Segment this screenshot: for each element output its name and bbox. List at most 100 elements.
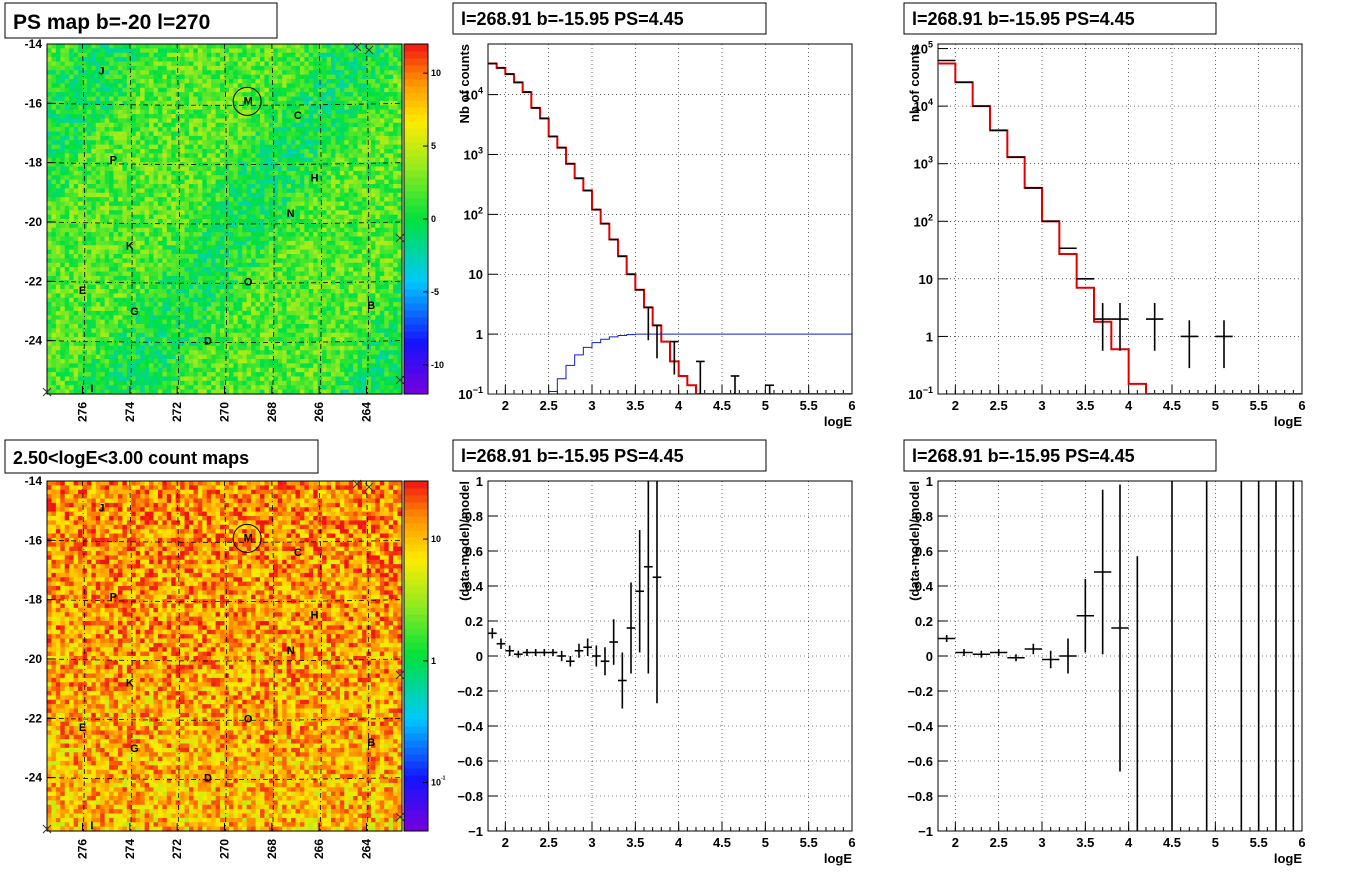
map-cell — [193, 153, 199, 159]
map-cell — [202, 324, 208, 329]
map-cell — [51, 319, 57, 325]
map-cell — [295, 297, 301, 303]
map-cell — [69, 140, 75, 146]
map-cell — [149, 227, 155, 233]
map-cell — [242, 319, 248, 325]
map-cell — [122, 214, 128, 220]
map-cell — [260, 249, 266, 255]
map-cell — [118, 149, 124, 154]
map-cell — [86, 389, 92, 395]
map-cell — [273, 131, 279, 137]
map-cell — [268, 118, 274, 124]
map-cell — [47, 118, 53, 124]
map-cell — [113, 153, 119, 159]
map-cell — [228, 240, 234, 246]
map-cell — [260, 310, 266, 316]
map-cell — [60, 341, 66, 347]
map-cell — [299, 341, 305, 347]
map-cell — [140, 359, 146, 364]
map-cell — [104, 175, 110, 181]
map-cell — [95, 219, 101, 224]
map-cell — [166, 144, 172, 150]
map-cell — [55, 48, 61, 54]
map-cell — [246, 74, 252, 80]
map-cell — [277, 118, 283, 124]
map-cell — [162, 127, 168, 133]
map-cell — [73, 192, 79, 198]
map-cell — [211, 175, 217, 181]
map-cell — [215, 258, 221, 264]
map-cell — [47, 87, 53, 93]
map-cell — [64, 92, 70, 98]
map-cell — [299, 345, 305, 351]
map-cell — [51, 166, 57, 172]
map-cell — [64, 267, 70, 273]
map-cell — [64, 389, 70, 395]
map-cell — [242, 315, 248, 321]
map-cell — [308, 324, 314, 329]
map-cell — [286, 380, 292, 386]
map-cell — [91, 363, 97, 369]
map-cell — [175, 162, 181, 168]
map-cell — [73, 184, 79, 189]
map-cell — [135, 389, 141, 395]
map-cell — [215, 240, 221, 246]
map-cell — [202, 205, 208, 211]
map-cell — [126, 328, 132, 334]
map-cell — [95, 79, 101, 84]
map-cell — [202, 92, 208, 98]
map-cell — [277, 48, 283, 54]
map-cell — [118, 271, 124, 277]
map-cell — [197, 170, 203, 176]
map-cell — [255, 135, 261, 141]
map-cell — [308, 188, 314, 194]
map-cell — [304, 258, 310, 264]
map-cell — [313, 48, 319, 54]
map-cell — [273, 48, 279, 54]
map-cell — [215, 210, 221, 216]
map-cell — [260, 197, 266, 203]
map-cell — [82, 337, 88, 343]
map-cell — [228, 306, 234, 312]
map-cell — [60, 267, 66, 273]
map-cell — [95, 324, 101, 329]
map-cell — [299, 210, 305, 216]
map-cell — [313, 175, 319, 181]
map-cell — [153, 48, 159, 54]
map-cell — [197, 324, 203, 329]
map-cell — [291, 87, 297, 93]
map-cell — [246, 219, 252, 224]
map-cell — [109, 254, 115, 259]
map-cell — [91, 249, 97, 255]
map-cell — [162, 289, 168, 294]
map-cell — [246, 149, 252, 154]
map-cell — [282, 219, 288, 224]
map-cell — [109, 210, 115, 216]
map-cell — [104, 61, 110, 67]
map-cell — [86, 201, 92, 207]
map-cell — [122, 170, 128, 176]
map-cell — [273, 144, 279, 150]
map-cell — [317, 179, 323, 185]
map-cell — [220, 184, 226, 189]
map-cell — [255, 315, 261, 321]
map-cell — [193, 118, 199, 124]
map-cell — [104, 140, 110, 146]
map-cell — [260, 289, 266, 294]
map-cell — [69, 166, 75, 172]
map-cell — [255, 232, 261, 238]
map-cell — [100, 175, 106, 181]
map-cell — [322, 114, 328, 119]
map-cell — [202, 302, 208, 308]
map-cell — [144, 306, 150, 312]
map-cell — [131, 44, 137, 49]
map-cell — [202, 83, 208, 89]
map-cell — [153, 319, 159, 325]
map-cell — [51, 170, 57, 176]
map-cell — [211, 153, 217, 159]
map-cell — [78, 79, 84, 84]
map-cell — [286, 70, 292, 76]
map-cell — [268, 324, 274, 329]
map-cell — [162, 87, 168, 93]
map-cell — [308, 70, 314, 76]
